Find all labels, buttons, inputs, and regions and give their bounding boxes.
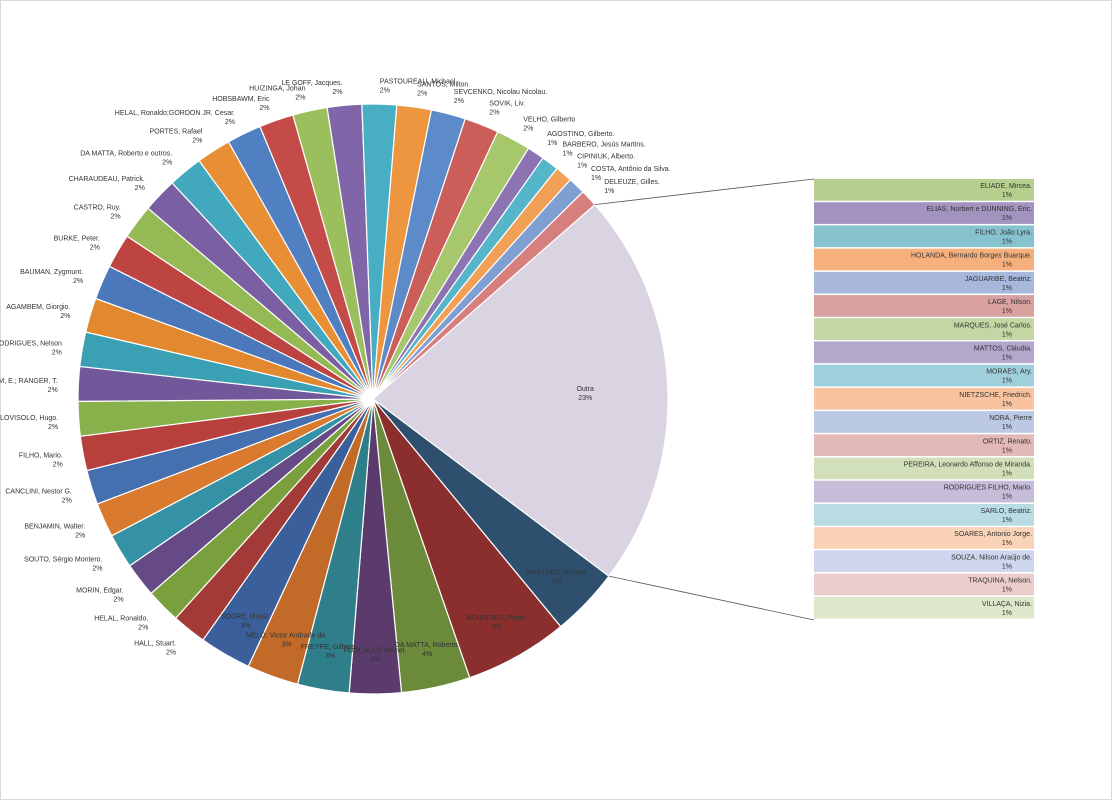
secondary-bar-group: ELIADE, Mircea. 1% ELIAS, Norbert e DUNNIN… [814, 179, 1034, 619]
bar-label-filho-joao-lyra: FILHO, João Lyra. 1% [975, 229, 1032, 245]
slice-label-le-goff-jacques: LE GOFF, Jacques. 2% [281, 80, 342, 96]
slice-label-bauman-zygmunt: BAUMAN, Zygmunt. 2% [20, 269, 83, 285]
slice-label-freyre-gilberto: FREYRE, Gilberto. 3% [301, 644, 360, 660]
slice-label-velho-gilberto: VELHO, Gilberto 2% [523, 116, 575, 132]
slice-label-helal-ronaldo: HELAL, Ronaldo. 2% [94, 616, 148, 632]
slice-label-castro-ruy: CASTRO, Ruy. 2% [74, 205, 121, 221]
bar-segment-sarlo-beatriz [814, 503, 1034, 526]
connector-top [594, 178, 815, 205]
bar-segment-moraes-ary [814, 364, 1034, 387]
slice-label-helal-ronaldo-gordon-jr-cesar: HELAL, Ronaldo;GORDON JR. Cesar. 2% [115, 110, 235, 126]
bar-label-eliade-mircea: ELIADE, Mircea. 1% [980, 183, 1032, 199]
slice-label-sodre-muniz: SODRÉ, Muniz. 3% [221, 612, 270, 630]
bar-segment-jaguaribe-beatriz [814, 271, 1034, 294]
bar-segment-filho-joao-lyra [814, 225, 1034, 248]
bar-segment-mattos-claudia [814, 341, 1034, 364]
slice-label-charaudeau-patrick: CHARAUDEAU, Patrick. 2% [69, 176, 145, 192]
connector-lines [594, 178, 815, 621]
pie-slice-outra [372, 203, 669, 577]
slice-label-outra: Outra 23% [576, 386, 594, 402]
slice-label-canclini-nestor-g: CANCLINI, Nestor G. 2% [5, 489, 72, 505]
bar-label-ortiz-renato: ORTIZ, Renato. 1% [983, 438, 1032, 454]
bar-label-villaca-nizia: VILLAÇA, Nizia. 1% [982, 601, 1032, 617]
bar-segment-ortiz-renato [814, 434, 1034, 457]
bar-label-pereira-leonardo-affonso-de-miranda: PEREIRA, Leonardo Affonso de Miranda. 1% [904, 462, 1032, 478]
bar-label-souza-nilson-araujo-de: SOUZA, Nilson Araújo de. 1% [951, 554, 1032, 570]
connector-bottom [608, 575, 815, 621]
bar-segment-marques-jose-carlos [814, 318, 1034, 340]
bar-segment-traquina-nelson [814, 573, 1034, 596]
bar-label-nora-pierre: NORA, Pierre 1% [989, 415, 1032, 431]
bar-label-jaguaribe-beatriz: JAGUARIBE, Beatriz. 1% [965, 276, 1032, 292]
slice-label-agambem-giorgio: AGAMBEM, Giorgio. 2% [6, 304, 70, 320]
slice-label-filho-mario: FILHO, Mario. 2% [19, 452, 63, 468]
bar-segment-souza-nilson-araujo-de [814, 550, 1034, 573]
slice-label-da-matta-roberto-e-outros: DA MATTA, Roberto e outros. 2% [80, 151, 172, 167]
slice-label-deleuze-gilles: DELEUZE, Gilles. 1% [604, 179, 660, 195]
slice-label-pastoureau-michael: PASTOUREAU, Michael. 2% [380, 78, 458, 94]
bar-segment-holanda-bernardo-borges-buarque [814, 248, 1034, 271]
slice-label-helal-ronaldo-soares-antonio-jorge-lovisolo-hugo: HELAL, Ronaldo; SOARES, Antonio Jorge; L… [0, 415, 58, 431]
slice-label-portes-rafael: PORTES, Rafael 2% [150, 128, 203, 144]
slice-label-souto-sergio-montero: SOUTO, Sérgio Montero. 2% [24, 557, 103, 573]
pie-group [77, 103, 669, 695]
slice-label-agostino-gilberto: AGOSTINO, Gilberto. 1% [547, 131, 614, 147]
slice-labels: BARTHES, Roland 4% BOURDIEU, Pierre. 6% DA M… [0, 78, 671, 663]
bar-segment-soares-antonio-jorge [814, 527, 1034, 549]
bar-segment-villaca-nizia [814, 596, 1034, 619]
bar-label-elias-norbert-e-dunning-eric: ELIAS, Norbert e DUNNING, Eric. 1% [927, 206, 1032, 222]
slice-label-foucault-michel: FOUCAULT, Michel. 3% [344, 648, 407, 664]
slice-label-benjamin-walter: BENJAMIN, Walter. 2% [24, 524, 85, 540]
bar-segment-nietzsche-friedrich [814, 387, 1034, 410]
slice-label-cipiniuk-alberto: CIPINIUK, Alberto. 1% [577, 153, 635, 169]
slice-label-melo-victor-andrade-de: MELO, Victor Andrade de. 3% [246, 633, 327, 649]
bar-segment-nora-pierre [814, 411, 1034, 433]
bar-segment-rodrigues-filho-mario [814, 480, 1034, 503]
slice-label-burke-peter: BURKE, Peter. 2% [54, 236, 100, 252]
bar-label-mattos-claudia: MATTOS, Cláudia. 1% [974, 346, 1032, 362]
bar-label-rodrigues-filho-mario: RODRIGUES FILHO, Mario. 1% [944, 485, 1032, 501]
slice-label-hobsbawm-eric: HOBSBAWM, Eric 2% [212, 96, 270, 112]
bar-label-moraes-ary: MORAES, Ary. 1% [986, 369, 1032, 385]
bar-segment-pereira-leonardo-affonso-de-miranda [814, 457, 1034, 480]
slice-label-barthes-roland: BARTHES, Roland 4% [527, 569, 586, 585]
slice-label-rodrigues-nelson: RODRIGUES, Nelson 2% [0, 341, 62, 357]
bar-segment-eliade-mircea [814, 179, 1034, 201]
bar-label-holanda-bernardo-borges-buarque: HOLANDA, Bernardo Borges Buarque. 1% [911, 253, 1032, 269]
bar-label-traquina-nelson: TRAQUINA, Nelson. 1% [968, 578, 1032, 594]
slice-label-hobsbawm-e-ranger-t: HOBSBAWM, E.; RANGER, T.2% [0, 378, 58, 394]
slice-label-barbero-jesus-martins: BARBERO, Jesús Martins. 1% [563, 142, 646, 158]
slice-label-hall-stuart: HALL, Stuart. 2% [134, 641, 176, 657]
slice-label-huizinga-johan: HUIZINGA, Johan 2% [249, 86, 306, 102]
bar-segment-elias-norbert-e-dunning-eric [814, 202, 1034, 224]
slice-label-sevcenko-nicolau-nicolau: SEVCENKO, Nicolau Nicolau. 2% [454, 89, 547, 105]
bar-label-soares-antonio-jorge: SOARES, Antonio Jorge. 1% [954, 531, 1032, 547]
slice-label-costa-antonio-da-silva: COSTA, Antônio da Silva. 1% [591, 166, 671, 182]
bar-label-marques-jose-carlos: MARQUES, José Carlos. 1% [954, 322, 1032, 338]
slice-label-bourdieu-pierre: BOURDIEU, Pierre. 6% [467, 615, 529, 631]
slice-label-morin-edgar: MORIN, Edgar. 2% [76, 588, 124, 604]
slice-label-santos-milton: SANTOS, Milton 2% [417, 81, 468, 97]
bar-label-nietzsche-friedrich: NIETZSCHE, Friedrich. 1% [959, 392, 1032, 408]
slice-label-sovik-liv: SOVIK, Liv. 2% [489, 101, 525, 117]
bar-segment-lage-nilson [814, 295, 1034, 317]
bar-label-sarlo-beatriz: SARLO, Beatriz. 1% [981, 508, 1032, 524]
bar-label-lage-nilson: LAGE, Nilson. 1% [988, 299, 1032, 315]
slice-label-da-matta-roberto: DA MATTA, Roberto. 4% [395, 642, 460, 658]
